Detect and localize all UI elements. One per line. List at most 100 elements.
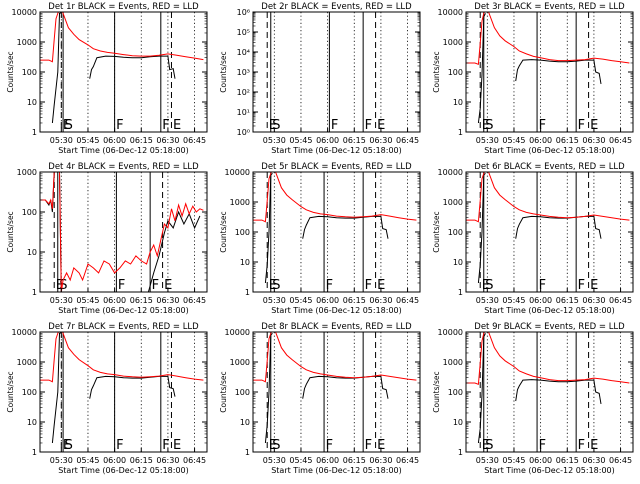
series-line-events — [51, 332, 176, 444]
x-tick-label: 06:15 — [556, 296, 579, 305]
y-tick-label: 10 — [453, 98, 463, 107]
x-tick-label: 05:45 — [76, 296, 99, 305]
flag-label: E — [56, 278, 64, 293]
y-tick-label: 1000 — [443, 358, 463, 367]
x-tick-label: 05:45 — [289, 456, 312, 465]
series-line-lld — [40, 332, 204, 383]
series-line-lld — [466, 12, 630, 65]
x-tick-label: 06:30 — [582, 136, 605, 145]
y-tick-label: 10⁴ — [237, 48, 250, 57]
flag-label: F — [365, 118, 372, 133]
x-tick-label: 06:30 — [369, 136, 392, 145]
x-tick-label: 05:45 — [76, 136, 99, 145]
plot-frame — [252, 331, 421, 453]
series-line-lld — [253, 172, 417, 223]
panel-title: Det 4r BLACK = Events, RED = LLD — [48, 162, 199, 172]
flag-label: S — [272, 278, 280, 293]
y-tick-label: 10 — [453, 258, 463, 267]
flag-label: S — [485, 278, 493, 293]
y-tick-label: 1 — [245, 288, 250, 297]
y-tick-label: 10 — [27, 418, 37, 427]
flag-label: E — [269, 278, 277, 293]
series-line-events — [477, 13, 602, 124]
y-axis-label: Counts/sec — [6, 51, 15, 92]
x-tick-label: 06:15 — [130, 136, 153, 145]
x-tick-label: 06:00 — [529, 136, 552, 145]
y-tick-label: 100 — [22, 208, 37, 217]
panel-title: Det 8r BLACK = Events, RED = LLD — [261, 322, 412, 332]
x-tick-label: 05:30 — [263, 456, 286, 465]
x-tick-label: 06:00 — [529, 456, 552, 465]
panel-title: Det 6r BLACK = Events, RED = LLD — [474, 162, 625, 172]
x-tick-label: 06:00 — [103, 296, 126, 305]
x-tick-label: 05:45 — [502, 456, 525, 465]
x-tick-label: 06:45 — [183, 296, 206, 305]
series-line-events — [51, 12, 176, 124]
y-axis-label: Counts/sec — [6, 211, 15, 252]
x-tick-label: 06:30 — [369, 296, 392, 305]
x-axis-label: Start Time (06-Dec-12 05:18:00) — [271, 466, 402, 475]
flag-label: E — [377, 438, 385, 453]
y-tick-label: 100 — [235, 228, 250, 237]
panel-title: Det 9r BLACK = Events, RED = LLD — [474, 322, 625, 332]
y-tick-label: 1000 — [443, 38, 463, 47]
y-tick-label: 1000 — [17, 38, 37, 47]
flag-label: F — [162, 438, 169, 453]
flag-label: F — [539, 278, 546, 293]
plot-frame — [252, 171, 421, 293]
x-tick-label: 06:45 — [183, 136, 206, 145]
x-tick-label: 06:00 — [316, 296, 339, 305]
y-tick-label: 10⁵ — [237, 28, 250, 37]
y-tick-label: 10² — [237, 88, 250, 97]
flag-label: S — [59, 278, 67, 293]
y-tick-label: 10000 — [438, 168, 463, 177]
x-axis-label: Start Time (06-Dec-12 05:18:00) — [484, 146, 615, 155]
y-tick-label: 1 — [245, 448, 250, 457]
flag-label: F — [326, 278, 333, 293]
x-tick-label: 06:30 — [582, 456, 605, 465]
x-tick-label: 06:15 — [556, 136, 579, 145]
y-tick-label: 10¹ — [237, 108, 250, 117]
y-tick-label: 10000 — [438, 328, 463, 337]
x-tick-label: 06:15 — [343, 456, 366, 465]
series-line-lld — [466, 332, 630, 385]
flag-label: E — [482, 118, 490, 133]
y-tick-label: 100 — [448, 388, 463, 397]
y-tick-label: 1 — [32, 128, 37, 137]
flag-label: F — [331, 118, 338, 133]
x-tick-label: 06:00 — [103, 456, 126, 465]
plot-frame — [39, 171, 208, 293]
x-tick-label: 06:15 — [130, 296, 153, 305]
x-axis-label: Start Time (06-Dec-12 05:18:00) — [271, 306, 402, 315]
x-tick-label: 06:15 — [130, 456, 153, 465]
x-tick-label: 05:30 — [476, 136, 499, 145]
plot-frame — [465, 11, 634, 133]
x-axis-label: Start Time (06-Dec-12 05:18:00) — [484, 306, 615, 315]
x-tick-label: 06:45 — [183, 456, 206, 465]
y-tick-label: 10³ — [237, 68, 250, 77]
flag-label: E — [482, 438, 490, 453]
x-tick-label: 06:45 — [609, 296, 632, 305]
y-tick-label: 10000 — [438, 8, 463, 17]
y-axis-label: Counts/sec — [432, 371, 441, 412]
flag-label: F — [116, 118, 123, 133]
y-tick-label: 1000 — [443, 198, 463, 207]
x-tick-label: 06:30 — [369, 456, 392, 465]
x-tick-label: 05:30 — [50, 136, 73, 145]
x-tick-label: 05:45 — [289, 136, 312, 145]
panel-title: Det 3r BLACK = Events, RED = LLD — [474, 2, 625, 12]
y-axis-label: Counts/sec — [219, 371, 228, 412]
flag-label: S — [65, 118, 73, 133]
flag-label: F — [118, 278, 125, 293]
panel-title: Det 5r BLACK = Events, RED = LLD — [261, 162, 412, 172]
plot-frame — [39, 331, 208, 453]
flag-label: S — [272, 118, 280, 133]
y-tick-label: 1000 — [230, 198, 250, 207]
